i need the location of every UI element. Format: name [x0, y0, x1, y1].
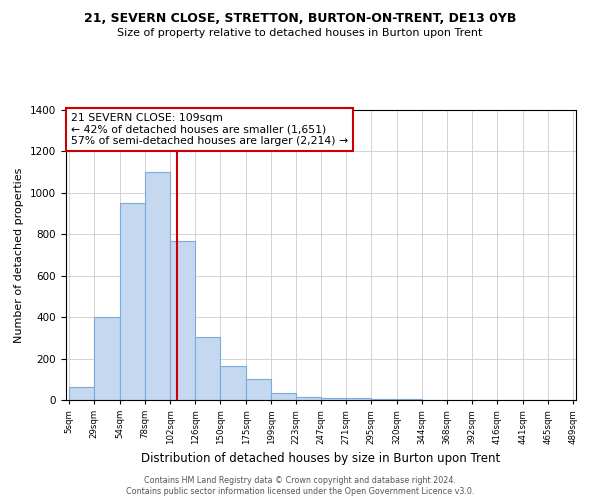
Bar — [170, 240, 195, 400]
Text: Contains public sector information licensed under the Open Government Licence v3: Contains public sector information licen… — [126, 488, 474, 496]
Bar — [371, 399, 397, 400]
Text: Size of property relative to detached houses in Burton upon Trent: Size of property relative to detached ho… — [118, 28, 482, 38]
Bar — [120, 203, 145, 400]
Bar — [346, 398, 371, 400]
Y-axis label: Number of detached properties: Number of detached properties — [14, 168, 25, 342]
Text: 21, SEVERN CLOSE, STRETTON, BURTON-ON-TRENT, DE13 0YB: 21, SEVERN CLOSE, STRETTON, BURTON-ON-TR… — [84, 12, 516, 26]
Bar — [246, 380, 271, 400]
Bar — [94, 317, 120, 400]
Text: 21 SEVERN CLOSE: 109sqm
← 42% of detached houses are smaller (1,651)
57% of semi: 21 SEVERN CLOSE: 109sqm ← 42% of detache… — [71, 113, 348, 146]
Bar — [321, 398, 346, 400]
Bar — [271, 393, 296, 400]
X-axis label: Distribution of detached houses by size in Burton upon Trent: Distribution of detached houses by size … — [142, 452, 500, 465]
Bar — [145, 172, 170, 400]
Bar — [220, 366, 246, 400]
Bar — [195, 337, 220, 400]
Bar — [296, 397, 321, 400]
Bar — [69, 386, 94, 400]
Text: Contains HM Land Registry data © Crown copyright and database right 2024.: Contains HM Land Registry data © Crown c… — [144, 476, 456, 485]
